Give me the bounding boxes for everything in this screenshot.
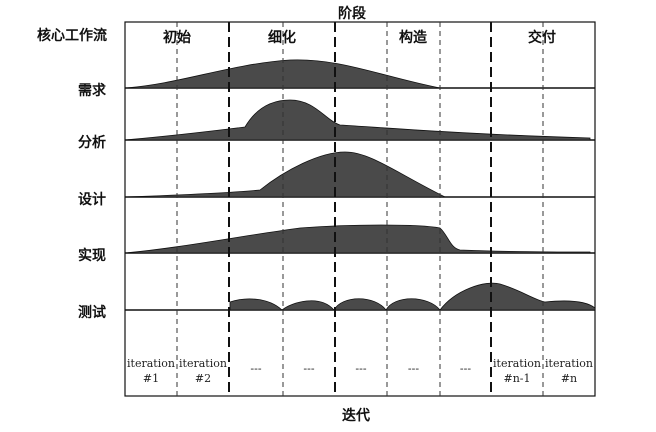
- iteration-label: iteration: [127, 357, 175, 370]
- iteration-label: iteration: [493, 357, 541, 370]
- iteration-label: iteration: [545, 357, 593, 370]
- iteration-label: ---: [355, 362, 366, 375]
- iteration-label: ---: [250, 362, 261, 375]
- iteration-label: #2: [195, 372, 211, 385]
- core-workflow-label: 核心工作流: [37, 27, 107, 44]
- workflow-design: 设计: [78, 191, 106, 208]
- workflow-implementation: 实现: [78, 247, 106, 264]
- workflow-testing: 测试: [78, 304, 106, 321]
- phase-inception: 初始: [163, 29, 191, 46]
- phase-construction: 构造: [399, 29, 427, 46]
- workflow-requirements: 需求: [78, 82, 107, 99]
- requirements-curve: [124, 59, 441, 89]
- testing-curve: [229, 282, 596, 311]
- iteration-label: ---: [408, 362, 419, 375]
- iteration-label: ---: [303, 362, 314, 375]
- iteration-label: #n-1: [503, 372, 530, 385]
- iteration-label: ---: [460, 362, 471, 375]
- iteration-label: #n: [561, 372, 577, 385]
- phase-axis-title: 阶段: [338, 5, 366, 22]
- phase-elaboration: 细化: [268, 29, 296, 46]
- iteration-axis-title: 迭代: [342, 407, 370, 424]
- iteration-label: iteration: [179, 357, 227, 370]
- implementation-curve: [124, 224, 591, 254]
- workflow-analysis: 分析: [78, 134, 106, 151]
- phase-transition: 交付: [528, 29, 556, 46]
- diagram-frame: [124, 21, 596, 397]
- iteration-label: #1: [143, 372, 159, 385]
- analysis-curve: [124, 99, 591, 141]
- design-curve: [124, 151, 446, 198]
- iteration-labels: iteration #1 iteration #2 --- --- --- --- --- ite…: [127, 357, 593, 385]
